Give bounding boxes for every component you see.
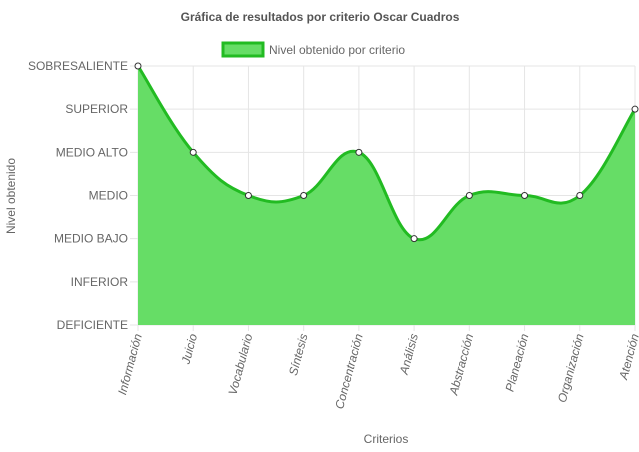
legend-label: Nivel obtenido por criterio xyxy=(269,43,405,57)
chart-title: Gráfica de resultados por criterio Oscar… xyxy=(181,10,460,24)
x-tick-label: Síntesis xyxy=(286,332,311,377)
legend[interactable]: Nivel obtenido por criterio xyxy=(221,41,405,58)
data-point-4[interactable] xyxy=(355,148,363,156)
data-point-6[interactable] xyxy=(465,192,473,199)
data-area xyxy=(136,65,637,325)
data-points xyxy=(134,62,639,243)
y-axis-ticks: DEFICIENTE INFERIOR MEDIO BAJO MEDIO MEDIO A… xyxy=(28,59,128,332)
x-axis-ticks: Información Juicio Vocabulario Síntesis Conc… xyxy=(115,332,639,411)
y-axis-label: Nivel obtenido xyxy=(4,158,18,234)
y-tick-label: SOBRESALIENTE xyxy=(28,59,128,73)
y-tick-label: INFERIOR xyxy=(71,275,129,289)
y-tick-label: SUPERIOR xyxy=(65,102,128,116)
x-tick-label: Atención xyxy=(616,332,639,382)
legend-swatch xyxy=(221,41,265,58)
series-line xyxy=(136,65,637,242)
data-point-1[interactable] xyxy=(189,148,197,156)
x-tick-label: Abstracción xyxy=(446,332,476,397)
x-tick-label: Concentración xyxy=(332,332,366,411)
y-tick-label: MEDIO xyxy=(89,189,128,203)
y-tick-label: MEDIO ALTO xyxy=(56,145,128,159)
data-point-2[interactable] xyxy=(244,192,252,199)
x-tick-label: Organización xyxy=(555,332,587,404)
data-point-0[interactable] xyxy=(134,62,142,70)
data-point-3[interactable] xyxy=(300,192,308,199)
data-point-7[interactable] xyxy=(521,192,529,199)
data-point-5[interactable] xyxy=(410,235,418,243)
y-tick-label: MEDIO BAJO xyxy=(54,232,128,246)
x-tick-label: Planeación xyxy=(503,332,532,393)
x-axis-label: Criterios xyxy=(364,432,409,446)
x-tick-label: Vocabulario xyxy=(226,332,256,397)
y-tick-label: DEFICIENTE xyxy=(57,318,128,332)
x-tick-label: Juicio xyxy=(178,332,200,367)
data-point-8[interactable] xyxy=(576,192,584,199)
x-tick-label: Análisis xyxy=(397,332,421,377)
x-tick-label: Información xyxy=(115,332,145,396)
data-point-9[interactable] xyxy=(631,105,639,113)
